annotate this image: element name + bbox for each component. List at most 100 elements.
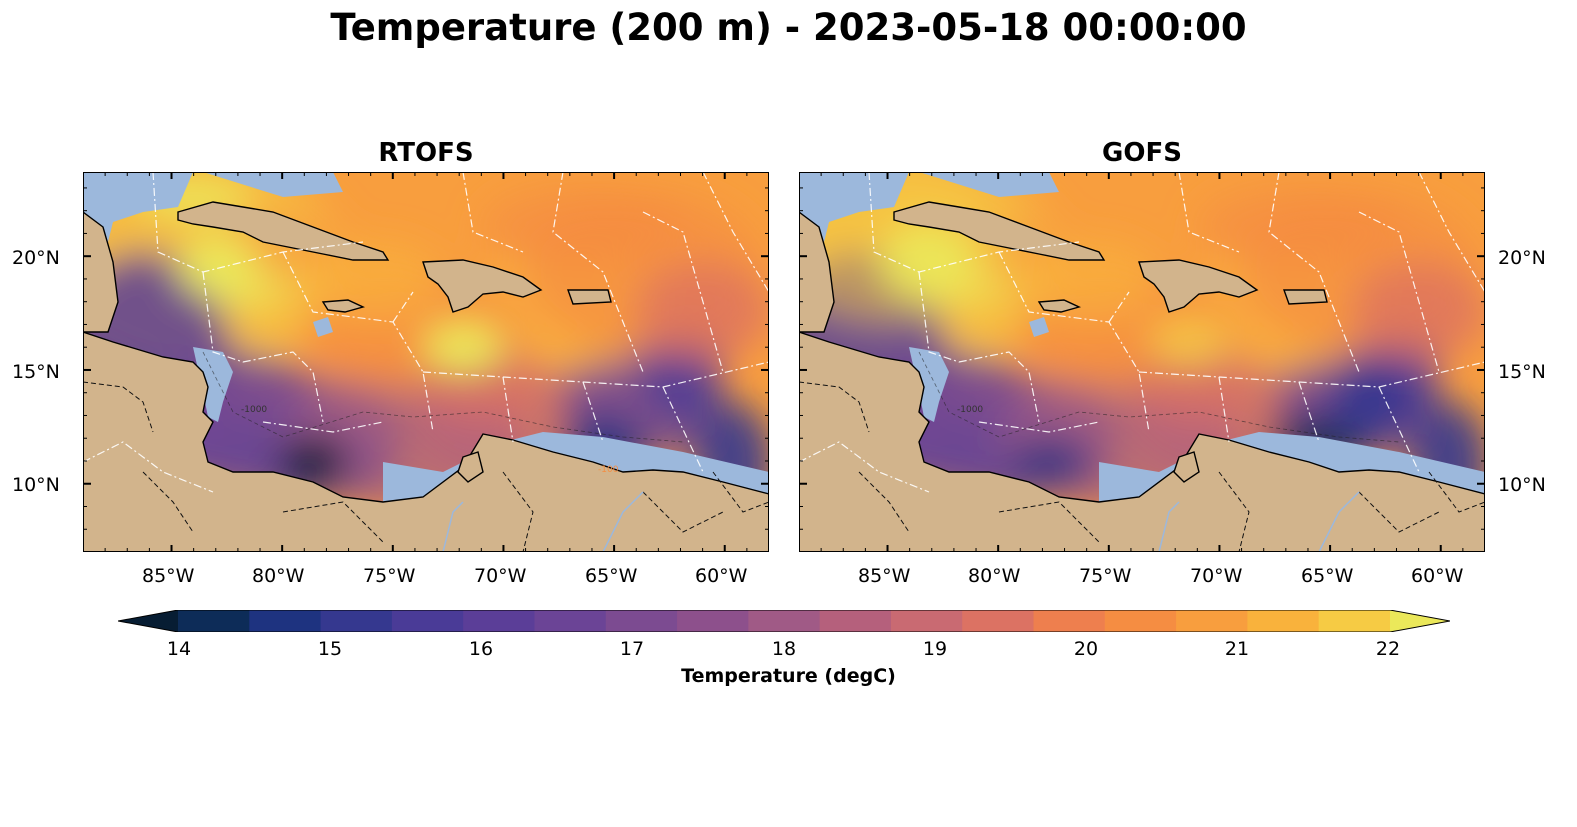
shelf-area [909,347,949,422]
shelf-area [203,172,343,197]
country-border [998,501,1100,543]
lon-label-60w-gofs: 60°W [1411,565,1464,587]
country-border [142,471,194,533]
country-border [858,471,910,533]
country-border [502,471,534,552]
contour-label-1000: -1000 [241,405,267,415]
colorbar-tick-21: 21 [1224,638,1250,660]
bathymetry-contour [918,351,1400,443]
colorbar-bin [320,610,393,632]
shelf-area [1029,317,1049,337]
eez-boundary [1298,381,1320,443]
colorbar-extend-min [118,610,178,632]
map-svg-rtofs: -1000 -100 [83,172,769,552]
colorbar-tick-20: 20 [1073,638,1099,660]
eez-boundary [1358,211,1440,373]
colorbar [118,610,1450,632]
land-mass [1173,451,1200,483]
colorbar-tick-16: 16 [468,638,494,660]
eez-boundary [1268,172,1360,373]
panel-title-rtofs: RTOFS [378,138,474,168]
eez-boundary [502,376,514,443]
eez-boundary [202,271,324,423]
shelf-area [83,172,193,272]
lon-label-65w-rtofs: 65°W [585,565,638,587]
country-border [642,491,724,533]
lon-label-70w-rtofs: 70°W [474,565,527,587]
shelf-area [919,172,1059,197]
eez-boundary [702,172,769,293]
colorbar-bin [890,610,963,632]
colorbar-tick-15: 15 [317,638,343,660]
colorbar-bin [391,610,464,632]
land-mass [457,451,484,483]
colorbar-bin [962,610,1035,632]
colorbar-bin [178,610,250,632]
eez-boundary [978,421,1100,433]
panel-title-gofs: GOFS [1102,138,1182,168]
map-rtofs: -1000 -100 [83,172,769,552]
land-mass [1283,289,1328,305]
eez-boundary [262,421,384,433]
contour-label-1000: -1000 [957,405,983,415]
land-mass [83,211,119,333]
land-mass [177,201,390,261]
colorbar-bin [1176,610,1248,632]
colorbar-bin [605,610,678,632]
lat-label-10n-left: 10°N [12,474,60,496]
colorbar-bin [1033,610,1106,632]
eez-boundary [1218,376,1230,443]
lat-label-15n-left: 15°N [12,361,60,383]
shelf-area [193,347,233,422]
country-border [799,381,870,433]
eez-boundary [799,441,930,493]
lat-label-10n-right: 10°N [1498,474,1546,496]
river [1158,491,1360,552]
country-border [282,501,384,543]
land-mass [1138,259,1259,313]
eez-boundary [582,381,604,443]
country-border [1218,471,1250,552]
country-border [1428,471,1485,513]
eez-boundary [1178,172,1240,253]
land-mass [1037,299,1082,313]
eez-boundary [1108,291,1130,323]
colorbar-label: Temperature (degC) [681,665,896,687]
land-mass [567,289,612,305]
map-gofs: -1000 [799,172,1485,552]
lon-label-80w-rtofs: 80°W [252,565,305,587]
land-mass [422,259,543,313]
lat-label-20n-left: 20°N [12,247,60,269]
lon-label-85w-gofs: 85°W [858,565,911,587]
land-mass [799,211,835,333]
eez-boundary [1418,172,1485,293]
colorbar-extend-max [1390,610,1450,632]
land-mass [799,331,1485,552]
lon-label-65w-gofs: 65°W [1301,565,1354,587]
eez-boundary [392,291,414,323]
colorbar-bin [1318,610,1391,632]
colorbar-tick-19: 19 [922,638,948,660]
country-border [712,471,769,513]
colorbar-bin [677,610,749,632]
land-mass [83,331,769,552]
lat-label-15n-right: 15°N [1498,361,1546,383]
colorbar-tick-14: 14 [166,638,192,660]
country-border [1358,491,1440,533]
contour-label-100: -100 [598,465,619,475]
map-frame [799,172,1485,552]
colorbar-bin [819,610,892,632]
lon-label-80w-gofs: 80°W [968,565,1021,587]
eez-boundary [642,211,724,373]
lon-label-75w-gofs: 75°W [1079,565,1132,587]
land-mass [893,201,1106,261]
colorbar-tick-22: 22 [1375,638,1401,660]
colorbar-bin [463,610,535,632]
colorbar-tick-18: 18 [771,638,797,660]
lon-label-85w-rtofs: 85°W [142,565,195,587]
figure-title: Temperature (200 m) - 2023-05-18 00:00:0… [330,6,1247,49]
colorbar-bin [249,610,322,632]
land-mass [321,299,366,313]
colorbar-tick-17: 17 [619,638,645,660]
river [442,491,644,552]
